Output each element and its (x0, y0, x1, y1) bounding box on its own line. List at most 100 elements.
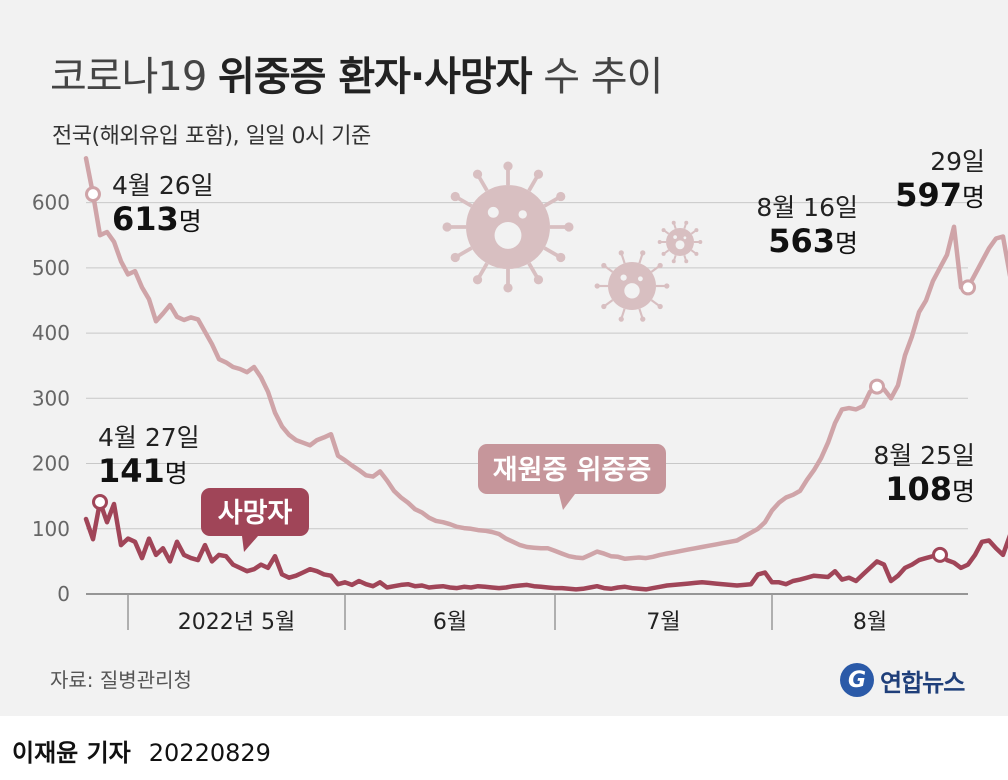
virus-spike-tip (684, 259, 689, 264)
subtitle: 전국(해외유입 포함), 일일 0시 기준 (52, 124, 371, 149)
virus-spot (675, 240, 685, 250)
virus-spike-tip (657, 240, 662, 244)
callout-pointer (559, 494, 575, 510)
virus-spike-tip (664, 283, 670, 289)
virus-spike-tip (472, 275, 483, 285)
virus-spike-tip (657, 303, 663, 310)
page-title: 코로나19 위중증 환자·사망자 수 추이 (50, 44, 663, 102)
virus-spike-tip (657, 262, 663, 269)
callout-box (201, 488, 309, 536)
annotation-date: 8월 25일 (873, 441, 975, 470)
annotation-value: 563명 (768, 222, 858, 260)
annotation-date: 8월 16일 (756, 193, 858, 222)
virus-spike-tip (618, 316, 624, 322)
callout-box (478, 444, 666, 494)
annotation-value: 108명 (885, 470, 975, 508)
y-tick-label: 400 (32, 321, 70, 345)
annotation-value: 141명 (98, 452, 188, 490)
annotation-unit: 명 (962, 183, 985, 212)
y-tick-label: 300 (32, 386, 70, 410)
annotation-unit: 명 (179, 207, 202, 236)
title-suffix: 수 추이 (531, 54, 663, 100)
series-line-critical (83, 156, 1008, 562)
virus-spike-tip (684, 220, 689, 225)
annotation-date: 4월 27일 (98, 423, 200, 452)
title-emphasis: 위중증 환자·사망자 (218, 54, 533, 100)
month-label: 6월 (433, 610, 467, 635)
month-label: 8월 (853, 610, 887, 635)
virus-spot (638, 276, 643, 282)
annotation-unit: 명 (165, 459, 188, 488)
annotation-marker (932, 546, 948, 563)
virus-spike-tip (661, 251, 666, 256)
virus-spike-tip (671, 259, 676, 264)
callout-label: 재원중 위중증 (493, 455, 651, 486)
credit-line: 이재윤 기자 20220829 (12, 733, 271, 768)
virus-spike-tip (533, 169, 544, 179)
y-tick-label: 0 (57, 582, 70, 606)
annotation-number: 108 (885, 470, 952, 508)
callout-label: 사망자 (218, 498, 293, 529)
annotation-number: 563 (768, 222, 835, 260)
virus-spike-tip (503, 283, 513, 293)
annotation-unit: 명 (835, 229, 858, 258)
virus-spike-tip (556, 252, 566, 263)
annotation-unit: 명 (952, 477, 975, 506)
virus-spike-tip (694, 251, 699, 256)
virus-spike-tip (601, 303, 607, 310)
callout-pointer (242, 536, 258, 552)
virus-spike-tip (556, 191, 566, 202)
virus-spike-tip (533, 275, 544, 285)
line-chart: 0 100 200 300 400 500 600 2022년 5월 6월 7월 8월 4월 26일6… (32, 147, 1008, 635)
y-tick-label: 100 (32, 517, 70, 541)
title-prefix: 코로나19 (50, 54, 219, 100)
virus-spike-tip (694, 228, 699, 233)
annotation-value: 613명 (112, 200, 202, 238)
virus-spike-tip (442, 222, 452, 232)
virus-spot (518, 210, 527, 219)
chart-panel (0, 0, 1008, 716)
virus-spike-tip (564, 222, 574, 232)
virus-spike-tip (472, 169, 483, 179)
annotation-number: 597 (895, 176, 962, 214)
month-label: 2022년 5월 (178, 610, 295, 635)
author: 이재윤 기자 (12, 739, 131, 767)
virus-spike-tip (450, 252, 460, 263)
y-tick-label: 200 (32, 452, 70, 476)
virus-spike-tip (601, 262, 607, 269)
annotation-marker (869, 378, 885, 395)
y-tick-label: 600 (32, 191, 70, 215)
annotation-marker (960, 279, 976, 296)
virus-spike-tip (594, 283, 600, 289)
virus-spot (494, 221, 522, 249)
virus-spike-tip (450, 191, 460, 202)
publish-date: 20220829 (148, 739, 271, 767)
annotation-number: 141 (98, 452, 165, 490)
virus-spike-tip (640, 250, 646, 256)
virus-spike-tip (640, 316, 646, 322)
virus-spike-tip (503, 161, 513, 171)
yonhap-globe-icon: G (840, 663, 874, 697)
virus-spot (487, 206, 499, 218)
annotation-date: 4월 26일 (112, 171, 214, 200)
virus-spot (624, 283, 640, 299)
publisher-logo: G 연합뉴스 (840, 660, 965, 700)
series-callout-deaths: 사망자 (201, 488, 309, 552)
virus-spike-tip (698, 240, 703, 244)
publisher-name: 연합뉴스 (880, 668, 965, 697)
annotation-number: 613 (112, 200, 179, 238)
virus-icon-medium (594, 250, 670, 322)
virus-icon-large (442, 161, 574, 293)
virus-icon-small (657, 220, 703, 264)
virus-spike-tip (618, 250, 624, 256)
y-tick-label: 500 (32, 256, 70, 280)
virus-spot (673, 235, 677, 239)
series-callout-critical: 재원중 위중증 (478, 444, 666, 510)
series-line-deaths (83, 499, 1008, 592)
virus-spot (683, 236, 687, 240)
virus-spike-tip (661, 228, 666, 233)
annotation-date: 29일 (930, 147, 985, 176)
annotation-marker (92, 494, 108, 511)
source-note: 자료: 질병관리청 (50, 668, 192, 692)
annotation-marker (85, 186, 101, 203)
